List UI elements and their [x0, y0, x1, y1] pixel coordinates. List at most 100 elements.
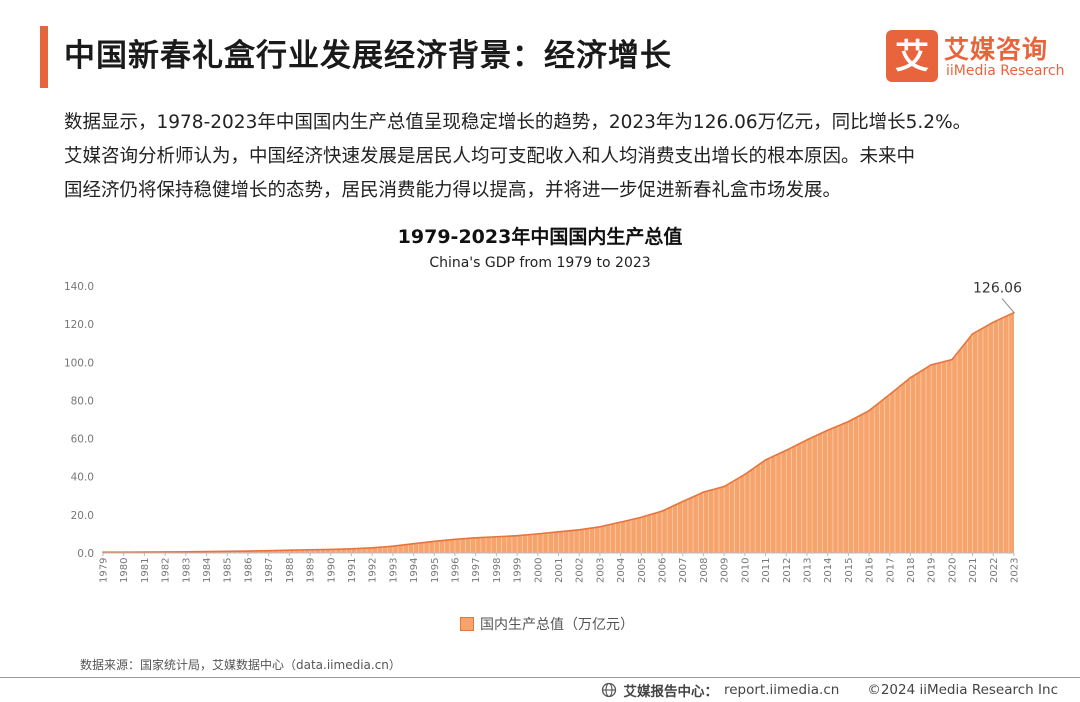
x-tick-label: 1996: [450, 558, 461, 583]
data-point-2013: [806, 439, 808, 441]
x-tick-label: 2008: [699, 558, 710, 583]
x-tick-label: 2017: [885, 558, 896, 583]
data-point-1984: [205, 550, 208, 553]
brand-logo-icon: 艾: [886, 30, 938, 82]
annotation-leader: [1001, 298, 1015, 313]
x-tick-label: 2000: [533, 558, 544, 583]
brand-logo: 艾 艾媒咨询 iiMedia Research: [886, 30, 1065, 82]
x-tick-label: 2022: [989, 558, 1000, 583]
data-point-2008: [702, 491, 705, 493]
data-point-2002: [578, 528, 581, 531]
x-tick-label: 2007: [678, 558, 689, 583]
data-point-1994: [412, 542, 415, 545]
y-tick-label: 80.0: [71, 395, 94, 407]
footer-report-url[interactable]: report.iimedia.cn: [723, 682, 840, 698]
data-point-2003: [599, 525, 601, 528]
x-tick-label: 1979: [99, 558, 110, 583]
x-tick-label: 1988: [285, 558, 296, 583]
data-point-2007: [681, 500, 684, 503]
intro-line-2: 艾媒咨询分析师认为，中国经济快速发展是居民人均可支配收入和人均消费支出增长的根本…: [64, 146, 916, 167]
data-point-2006: [661, 510, 663, 512]
data-point-2015: [847, 420, 850, 423]
x-tick-label: 1985: [223, 558, 234, 583]
data-point-1999: [516, 534, 518, 537]
x-tick-label: 1991: [347, 558, 358, 583]
x-tick-label: 2004: [616, 558, 627, 583]
x-tick-label: 1998: [492, 558, 503, 583]
intro-paragraph: 数据显示，1978-2023年中国国内生产总值呈现稳定增长的趋势，2023年为1…: [64, 106, 1036, 208]
x-tick-label: 2003: [595, 558, 606, 583]
data-point-1996: [454, 538, 456, 541]
y-tick-label: 20.0: [71, 510, 94, 522]
data-point-2012: [785, 449, 788, 452]
data-point-2009: [723, 485, 725, 488]
x-tick-label: 1984: [202, 558, 213, 583]
data-point-2018: [909, 376, 912, 379]
page-title: 中国新春礼盒行业发展经济背景：经济增长: [64, 38, 672, 74]
footer: 艾媒报告中心： report.iimedia.cn ©2024 iiMedia …: [601, 680, 1058, 700]
x-tick-label: 1995: [430, 558, 441, 583]
data-point-2016: [868, 409, 870, 412]
x-tick-label: 2005: [637, 558, 648, 583]
legend-label: 国内生产总值（万亿元）: [480, 617, 634, 633]
data-point-2005: [640, 516, 643, 519]
brand-name-cn: 艾媒咨询: [944, 35, 1049, 64]
y-tick-label: 120.0: [64, 319, 94, 331]
x-tick-label: 2006: [658, 558, 669, 583]
data-point-1985: [226, 550, 229, 553]
chart-legend: 国内生产总值（万亿元）: [460, 614, 634, 634]
x-tick-label: 2001: [554, 558, 565, 583]
gdp-area-chart: 0.0 20.0 40.0 60.0 80.0 100.0 120.0 140.0 1979 19…: [64, 281, 1022, 583]
footer-divider: [0, 677, 1080, 678]
x-tick-label: 1982: [161, 558, 172, 583]
y-tick-label: 100.0: [64, 357, 94, 369]
data-point-1993: [392, 545, 394, 547]
x-tick-label: 2016: [865, 558, 876, 583]
title-accent-bar: [40, 26, 48, 88]
data-point-2022: [992, 321, 995, 323]
annotation-label: 126.06: [973, 281, 1022, 297]
data-point-1990: [329, 548, 332, 551]
y-tick-label: 140.0: [64, 281, 94, 293]
x-tick-label: 1994: [409, 558, 420, 583]
footer-report-label: 艾媒报告中心：: [623, 684, 718, 700]
data-point-1988: [288, 549, 291, 551]
x-tick-label: 1989: [306, 558, 317, 583]
data-point-1995: [433, 540, 436, 543]
data-point-1987: [267, 549, 270, 552]
data-point-2017: [888, 393, 891, 396]
x-tick-label: 1987: [264, 558, 275, 583]
data-point-1992: [371, 547, 373, 549]
data-point-1991: [350, 548, 353, 550]
data-point-1983: [185, 551, 187, 553]
x-tick-label: 2015: [844, 558, 855, 583]
gdp-area: [103, 312, 1014, 553]
x-tick-label: 2014: [823, 558, 834, 583]
data-point-2019: [930, 364, 932, 366]
data-point-1998: [495, 535, 498, 538]
chart-subtitle: China's GDP from 1979 to 2023: [429, 255, 651, 271]
y-tick-label: 40.0: [71, 472, 94, 484]
intro-line-3: 国经济仍将保持稳健增长的态势，居民消费能力得以提高，并将进一步促进新春礼盒市场发…: [64, 180, 842, 201]
x-tick-label: 2010: [740, 558, 751, 583]
x-tick-label: 1981: [140, 558, 151, 583]
legend-swatch: [460, 617, 474, 631]
brand-logo-char: 艾: [895, 37, 929, 77]
x-tick-label: 2011: [761, 558, 772, 583]
data-point-2014: [826, 429, 829, 432]
x-tick-label: 1980: [119, 558, 130, 583]
y-tick-label: 0.0: [77, 548, 94, 560]
x-tick-label: 2019: [927, 558, 938, 583]
data-point-1989: [309, 548, 311, 551]
globe-icon: [602, 682, 617, 698]
x-tick-label: 1992: [368, 558, 379, 583]
data-point-1981: [143, 551, 146, 553]
x-tick-label: 2023: [1010, 558, 1021, 583]
data-point-2011: [764, 459, 767, 461]
x-tick-label: 2018: [906, 558, 917, 583]
y-tick-label: 60.0: [71, 434, 94, 446]
brand-name-en: iiMedia Research: [946, 63, 1065, 79]
x-tick-label: 2002: [575, 558, 586, 583]
data-point-1997: [474, 537, 477, 539]
x-tick-label: 1983: [181, 558, 192, 583]
